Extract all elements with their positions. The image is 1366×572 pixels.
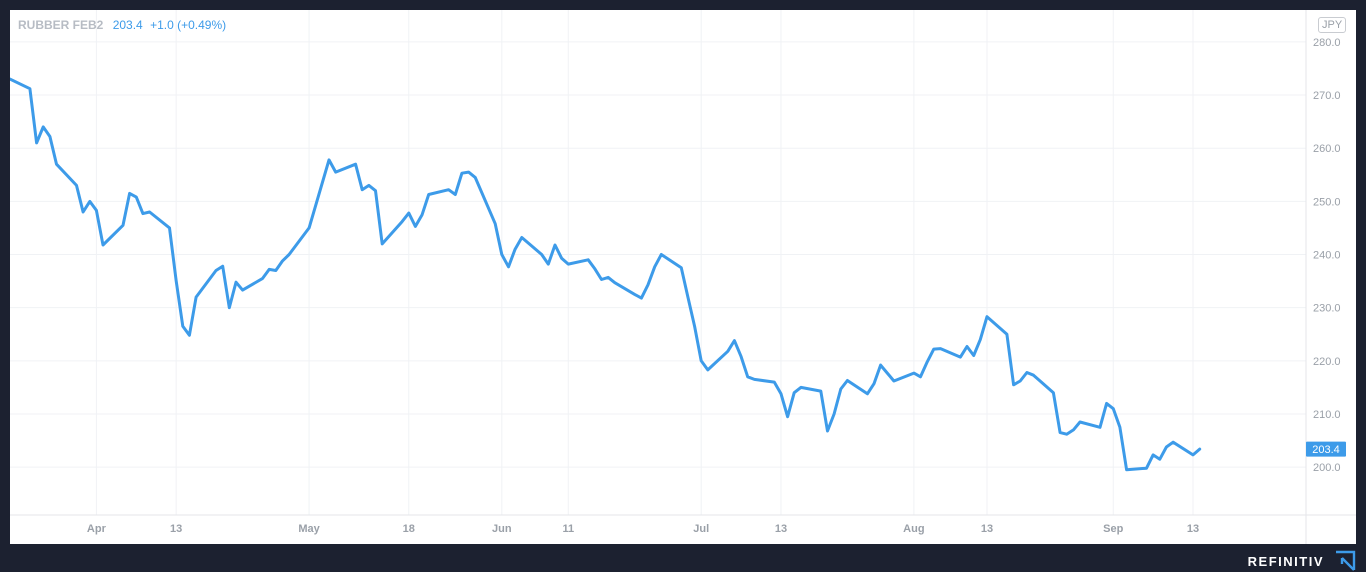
y-tick-label: 260.0 xyxy=(1313,143,1341,155)
x-tick-label: 13 xyxy=(170,523,182,535)
x-tick-label: Apr xyxy=(87,523,107,535)
x-tick-label: Jun xyxy=(492,523,512,535)
series-line xyxy=(10,77,1202,472)
x-tick-label: 13 xyxy=(775,523,787,535)
last-price-label-box xyxy=(1306,441,1346,457)
legend-last-price: 203.4 xyxy=(112,18,143,32)
currency-badge[interactable]: JPY xyxy=(1318,17,1347,33)
y-tick-label: 230.0 xyxy=(1313,303,1341,315)
price-chart: Apr 13 May 18 Jun 11 Jul 13 Aug 13 Sep 13 200.0 210.… xyxy=(10,10,1356,544)
x-axis: Apr 13 May 18 Jun 11 Jul 13 Aug 13 Sep 13 xyxy=(87,523,1199,535)
x-tick-label: 13 xyxy=(981,523,993,535)
footer-bar: REFINITIV xyxy=(0,544,1366,572)
y-tick-label: 240.0 xyxy=(1313,250,1341,262)
chart-frame: Apr 13 May 18 Jun 11 Jul 13 Aug 13 Sep 13 200.0 210.… xyxy=(10,10,1356,544)
legend-symbol: RUBBER FEB2 xyxy=(18,18,104,32)
y-tick-label: 210.0 xyxy=(1313,409,1341,421)
last-price-marker: 203.4 xyxy=(1306,441,1346,457)
y-tick-label: 200.0 xyxy=(1313,462,1341,474)
x-tick-label: May xyxy=(298,523,320,535)
series-layer xyxy=(10,77,1202,472)
last-price-label: 203.4 xyxy=(1312,444,1340,456)
legend-change: +1.0 (+0.49%) xyxy=(150,18,227,32)
x-tick-label: Jul xyxy=(693,523,709,535)
y-axis: 200.0 210.0 220.0 230.0 240.0 250.0 260.0 270.0… xyxy=(1313,37,1341,474)
x-tick-label: Aug xyxy=(903,523,924,535)
grid-lines xyxy=(10,10,1306,515)
brand-name: REFINITIV xyxy=(1247,554,1324,569)
refinitiv-logo-icon xyxy=(1336,550,1356,571)
chart-legend: RUBBER FEB2 203.4 +1.0 (+0.49%) xyxy=(18,18,230,32)
y-tick-label: 250.0 xyxy=(1313,196,1341,208)
x-tick-label: 18 xyxy=(403,523,415,535)
x-tick-label: Sep xyxy=(1103,523,1123,535)
y-tick-label: 270.0 xyxy=(1313,90,1341,102)
x-tick-label: 13 xyxy=(1187,523,1199,535)
x-tick-label: 11 xyxy=(562,523,574,535)
y-tick-label: 280.0 xyxy=(1313,37,1341,49)
y-tick-label: 220.0 xyxy=(1313,356,1341,368)
